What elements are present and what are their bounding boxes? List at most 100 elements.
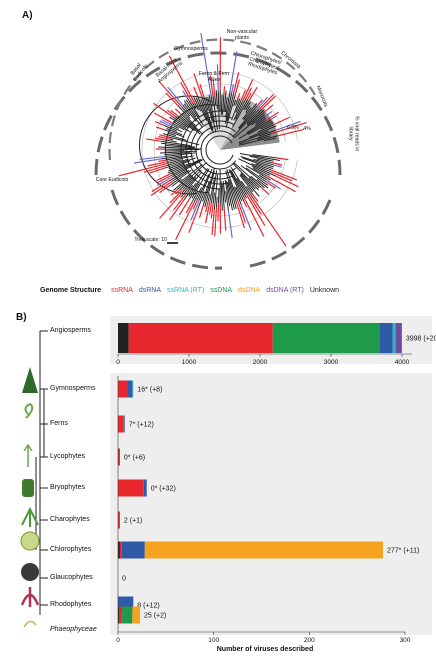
tree-branch bbox=[197, 191, 205, 208]
tree-branch bbox=[231, 171, 247, 199]
viral-read-bar bbox=[240, 204, 252, 231]
tree-branch bbox=[226, 91, 235, 121]
viral-read-bar bbox=[162, 119, 175, 127]
viral-read-bar bbox=[205, 201, 211, 224]
viral-read-bar bbox=[210, 203, 214, 219]
viral-read-bar bbox=[236, 199, 246, 223]
viral-read-bar bbox=[234, 79, 241, 96]
tree-branch bbox=[221, 184, 225, 209]
hosts-tick-label: 0 bbox=[116, 637, 120, 644]
moss-icon bbox=[22, 479, 34, 497]
viral-read-bar bbox=[159, 120, 171, 127]
outer-arc-lower-left bbox=[110, 189, 223, 270]
taxon-charophytes: Charophytes bbox=[50, 516, 90, 523]
viral-read-bar bbox=[146, 138, 161, 142]
bar-segment-ssrna bbox=[118, 606, 122, 624]
tree-branch bbox=[226, 169, 238, 200]
tree-branch bbox=[233, 186, 242, 205]
tree-branch bbox=[220, 181, 223, 211]
viral-read-bar bbox=[242, 79, 254, 101]
viral-read-bar bbox=[173, 193, 187, 211]
tree-branch bbox=[225, 191, 229, 211]
bar-segment-dsrna bbox=[118, 448, 120, 466]
taxon-angiosperms: Angiosperms bbox=[50, 327, 91, 334]
bar-segment-ssrna bbox=[118, 448, 119, 466]
bar-segment-dsrna bbox=[123, 415, 125, 433]
tree-branch bbox=[196, 95, 213, 131]
legend-item-ssrna: ssRNA bbox=[111, 287, 133, 294]
viral-read-bar bbox=[192, 200, 198, 210]
tree-branch bbox=[258, 174, 267, 181]
tree-branch bbox=[160, 155, 182, 160]
tree-branch bbox=[170, 159, 202, 177]
lycophyte-icon bbox=[23, 443, 33, 467]
viral-read-bar bbox=[190, 199, 200, 221]
tree-branch bbox=[173, 174, 192, 191]
tree-internal-arc bbox=[185, 115, 232, 185]
tree-branch bbox=[176, 161, 208, 190]
viral-read-bar bbox=[156, 173, 171, 182]
bar-segment-ssrna-rt- bbox=[132, 380, 134, 398]
tree-branch bbox=[238, 158, 276, 177]
tree-branch bbox=[214, 96, 217, 105]
tree-branch bbox=[160, 140, 191, 147]
viral-read-bar bbox=[274, 120, 301, 132]
taxon-bryophytes: Bryophytes bbox=[50, 484, 86, 491]
tree-branch bbox=[242, 157, 274, 170]
viral-read-bar bbox=[158, 135, 170, 140]
viral-read-bar bbox=[182, 90, 188, 98]
tree-branch bbox=[182, 104, 197, 122]
tree-branch bbox=[168, 138, 174, 141]
viral-read-bar bbox=[229, 51, 238, 91]
taxon-gymnosperms: Gymnosperms bbox=[50, 385, 96, 392]
viral-read-bars bbox=[118, 32, 307, 247]
rhodophyte-icon bbox=[20, 587, 40, 607]
x-axis-title: Number of viruses described bbox=[216, 646, 314, 653]
tree-branch bbox=[246, 120, 266, 134]
tree-branch bbox=[245, 105, 251, 113]
outer-arc bbox=[94, 51, 342, 176]
tree-branch bbox=[233, 100, 244, 121]
tree-branch bbox=[165, 145, 195, 149]
tree-branch bbox=[166, 128, 183, 136]
bar-segment-ssrna bbox=[118, 511, 120, 529]
label-core-eudicots: Core Eudicots bbox=[95, 177, 129, 183]
tree-branch bbox=[177, 105, 191, 120]
phylogenetic-tree-figure bbox=[94, 32, 342, 270]
tree-branch bbox=[235, 97, 247, 120]
tree-branch bbox=[239, 153, 280, 161]
viral-read-bar bbox=[155, 137, 163, 141]
viral-read-bar bbox=[175, 202, 195, 241]
tree-branch bbox=[249, 125, 277, 138]
bar-segment-ssdna bbox=[121, 606, 133, 624]
tree-branch bbox=[242, 107, 252, 120]
legend-item-dsdna: dsDNA bbox=[238, 287, 261, 294]
viral-read-bar bbox=[159, 192, 183, 219]
viral-read-bar bbox=[168, 55, 196, 104]
fern-icon bbox=[24, 402, 34, 419]
tree-branch bbox=[235, 101, 242, 113]
viral-read-bar bbox=[198, 204, 204, 219]
tree-branch bbox=[192, 191, 199, 202]
bar-segment-ssrna-rt- bbox=[392, 323, 396, 353]
tree-branch bbox=[168, 159, 182, 164]
tree-branch bbox=[169, 158, 201, 175]
viral-read-bar bbox=[208, 202, 213, 215]
pct-label-half: 0.5% bbox=[287, 125, 299, 131]
viral-read-bar bbox=[157, 175, 172, 184]
tree-branch bbox=[167, 136, 200, 146]
tree-internal-arc bbox=[190, 120, 235, 180]
tree-branch bbox=[182, 112, 197, 127]
viral-read-bar bbox=[158, 159, 165, 163]
tree-branch bbox=[243, 101, 250, 110]
tree-branch bbox=[230, 166, 249, 195]
tree-root-gap bbox=[220, 140, 300, 160]
tree-branch bbox=[233, 99, 237, 107]
bar-segment-unknown bbox=[118, 323, 129, 353]
viral-read-bar bbox=[212, 79, 216, 97]
viral-read-bar bbox=[159, 134, 168, 138]
bar-segment-dsrna bbox=[121, 541, 145, 559]
tree-internal-arc bbox=[180, 110, 227, 190]
tree-branch bbox=[201, 97, 214, 130]
tree-branch bbox=[225, 170, 237, 209]
